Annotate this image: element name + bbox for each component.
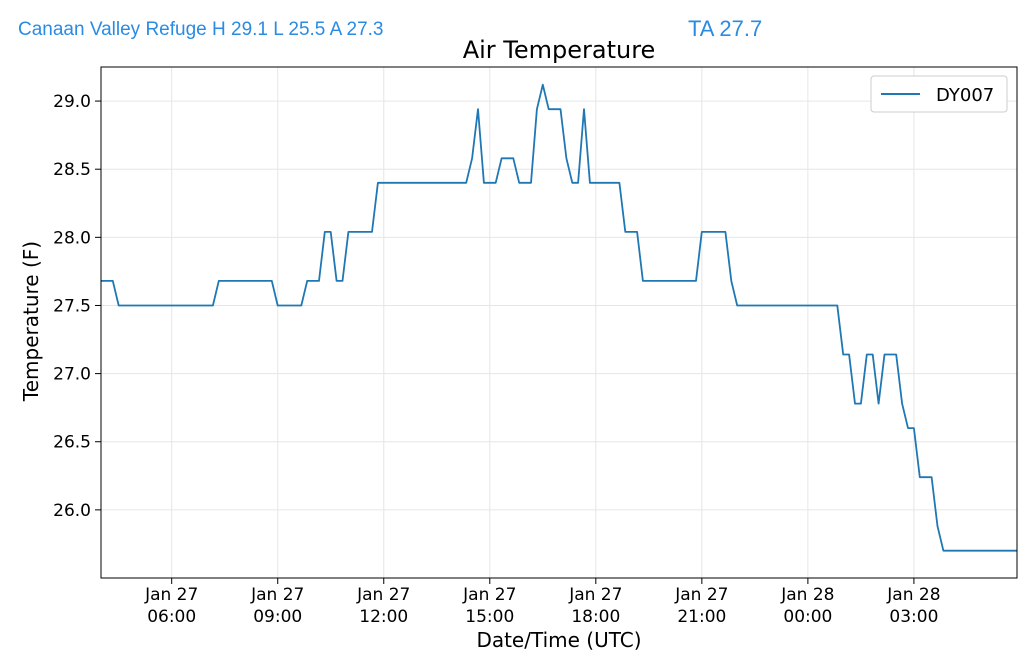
x-tick-label-time: 03:00 xyxy=(889,607,938,627)
y-axis-label: Temperature (F) xyxy=(19,241,43,402)
station-summary: Canaan Valley Refuge H 29.1 L 25.5 A 27.… xyxy=(18,19,384,40)
y-tick-label: 27.0 xyxy=(53,365,91,385)
y-axis-ticks: 26.0 26.5 27.0 27.5 28.0 28.5 29.0 xyxy=(53,92,101,521)
y-tick-label: 29.0 xyxy=(53,92,91,112)
plot-frame xyxy=(100,66,1018,579)
series-line-dy007 xyxy=(101,83,1017,552)
x-axis-label: Date/Time (UTC) xyxy=(476,628,641,652)
legend: DY007 xyxy=(870,75,1008,113)
legend-box xyxy=(870,75,1008,113)
y-tick-label: 28.0 xyxy=(53,228,91,248)
x-tick-label-time: 18:00 xyxy=(571,607,620,627)
x-tick-label-time: 00:00 xyxy=(783,607,832,627)
x-tick-label-date: Jan 28 xyxy=(780,585,834,605)
legend-series-label: DY007 xyxy=(936,85,994,106)
x-tick-label-time: 09:00 xyxy=(253,607,302,627)
y-tick-label: 26.5 xyxy=(53,433,91,453)
chart-title: Air Temperature xyxy=(463,36,656,64)
x-tick-label-date: Jan 27 xyxy=(674,585,728,605)
grid xyxy=(101,67,1017,578)
x-tick-label-date: Jan 28 xyxy=(886,585,940,605)
x-tick-label-date: Jan 27 xyxy=(250,585,304,605)
series-layer xyxy=(101,83,1017,552)
x-tick-label-date: Jan 27 xyxy=(356,585,410,605)
x-tick-label-time: 06:00 xyxy=(147,607,196,627)
x-tick-label-date: Jan 27 xyxy=(462,585,516,605)
y-tick-label: 26.0 xyxy=(53,501,91,521)
x-tick-label-date: Jan 27 xyxy=(568,585,622,605)
y-tick-label: 27.5 xyxy=(53,296,91,316)
x-tick-label-time: 12:00 xyxy=(359,607,408,627)
x-tick-label-time: 21:00 xyxy=(677,607,726,627)
x-tick-label-time: 15:00 xyxy=(465,607,514,627)
current-reading: TA 27.7 xyxy=(688,16,763,41)
y-tick-label: 28.5 xyxy=(53,160,91,180)
x-tick-label-date: Jan 27 xyxy=(144,585,198,605)
